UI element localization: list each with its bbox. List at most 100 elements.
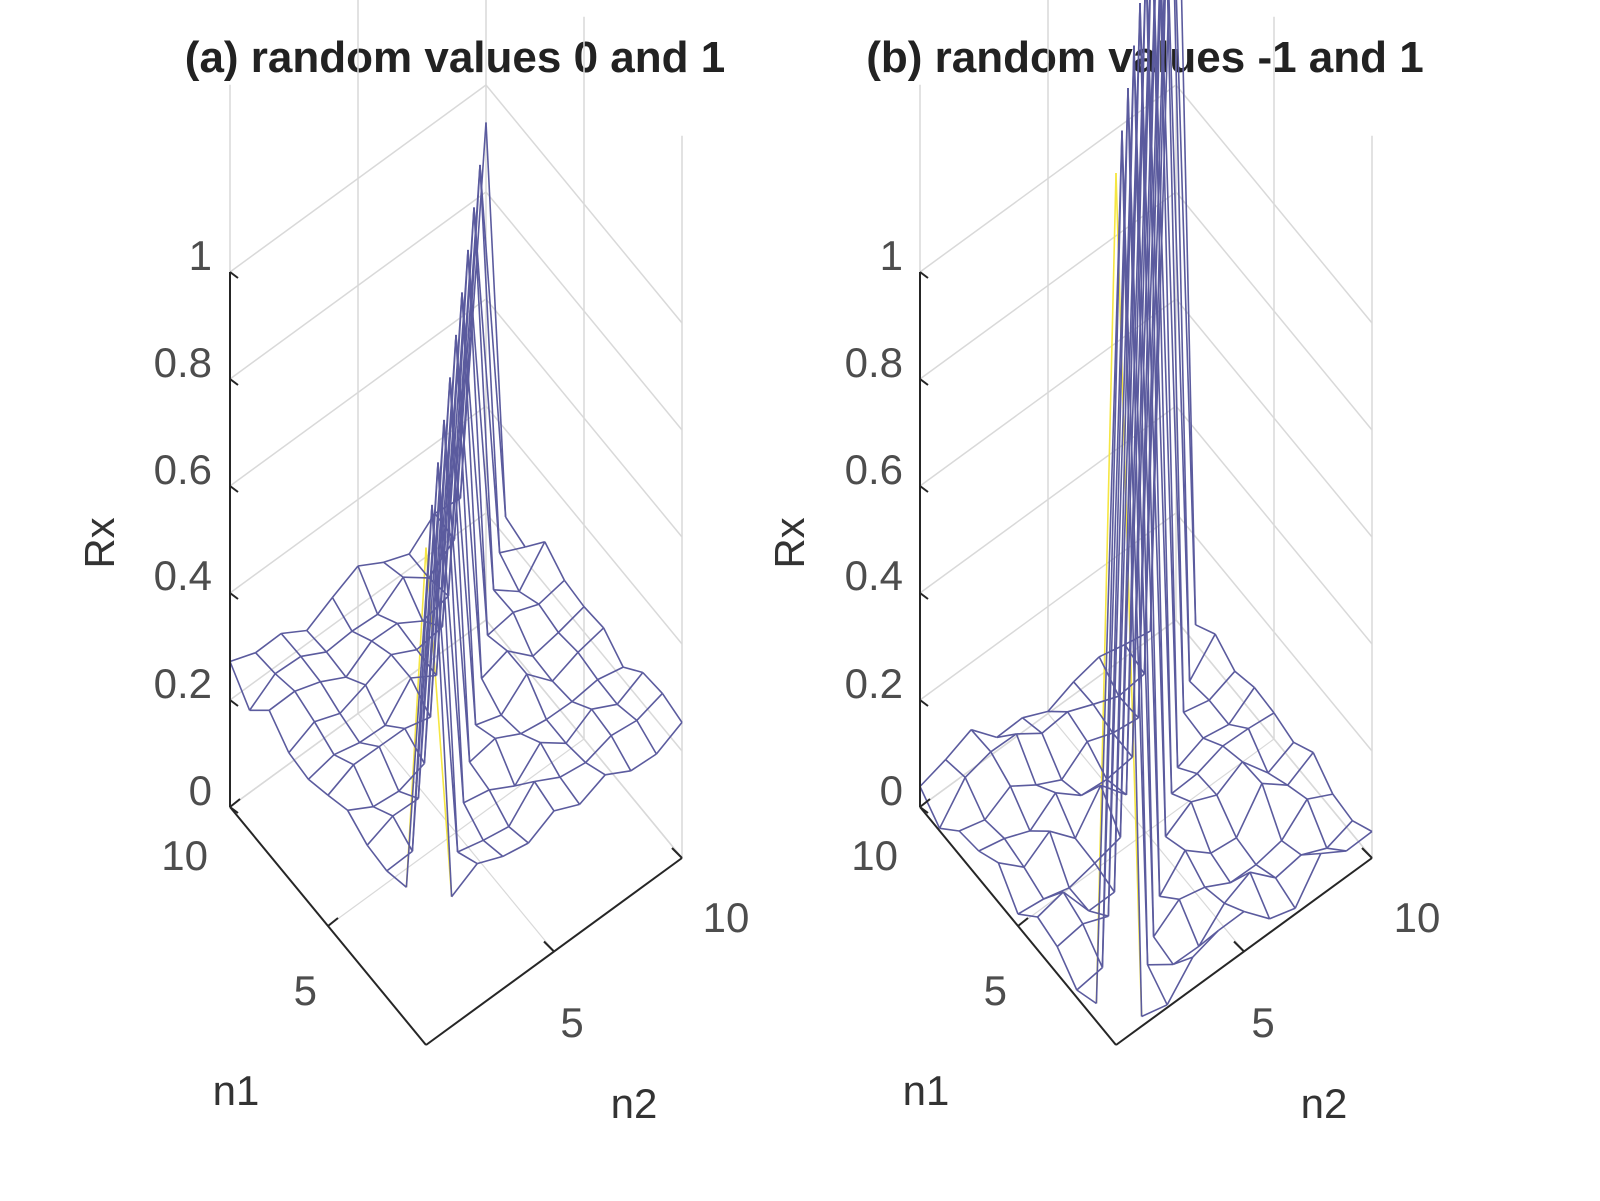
panel-a-z-tick-4: 0.8 [154,339,212,386]
panel-a-mesh-edge [492,589,514,613]
panel-a-mesh-edge [482,825,510,842]
panel-a-mesh-edge [597,666,624,681]
panel-b-mesh-edge [1074,784,1102,839]
panel-a-mesh-edge [372,805,394,817]
panel-a-mesh-edge [473,207,495,590]
panel-a-mesh-edge [357,565,379,615]
panel-b-mesh-edge [1131,0,1156,758]
panel-b-mesh-edge [1247,712,1275,730]
panel-a-mesh-edge [392,797,419,817]
panel-b-mesh-edge [1009,785,1031,832]
panel-a-mesh-edge [434,512,456,540]
panel-a-mesh-edge [622,666,644,674]
panel-a-mesh-edge [325,651,347,678]
panel-b-mesh-edge [1094,862,1116,893]
panel-b-mesh-edge [1247,728,1269,774]
panel-a-mesh-edge [578,774,606,805]
panel-a-mesh-edge [500,673,528,716]
panel-a-mesh-edge [577,651,599,681]
panel-a-mesh-edge [585,761,606,776]
panel-b-mesh-edge [1224,902,1245,913]
panel-a-mesh-edge [544,541,566,581]
panel-a-mesh-edge [462,802,484,841]
panel-b-mesh-edge [1307,793,1333,800]
panel-a-mesh-edge [514,780,535,787]
panel-a-mesh-edge [553,803,580,812]
panel-a-mesh-edge [476,855,504,865]
panel-a-mesh-edge [320,676,347,683]
panel-a-mesh-edge [475,724,496,740]
panel-b-mesh-edge [1171,792,1192,803]
panel-b-mesh-edge [1124,644,1146,675]
panel-a-grid-z-line [229,191,487,380]
panel-b-mesh-edge [1161,0,1185,713]
panel-a-mesh-edge [339,712,361,744]
panel-b-mesh-edge [1146,0,1173,794]
panel-a-mesh-edge [500,714,522,735]
panel-a-mesh-edge [551,651,579,682]
panel-a-mesh-edge [390,654,412,679]
panel-a-mesh-edge [331,565,359,599]
panel-b-mesh-edge [1280,798,1308,842]
panel-b-mesh-edge [1175,0,1197,625]
panel-a-grid-z-line [485,512,683,752]
panel-a-mesh-edge [661,692,683,723]
panel-a-mesh-edge [571,678,599,703]
panel-a-grid-z-line [485,405,683,645]
panel-b-mesh-edge [1332,793,1354,822]
panel-b-mesh-edge [1112,717,1139,734]
panel-b-mesh-edge [1223,871,1251,904]
panel-b-mesh-edge [1118,673,1145,697]
panel-b-mesh-edge [1217,910,1245,932]
panel-b-mesh-edge [1216,761,1244,796]
panel-a-mesh-edge [533,781,555,812]
panel-b-mesh-edge [1004,830,1031,840]
panel-a-mesh-edge [359,741,380,748]
panel-b-mesh-edge [1074,837,1096,864]
panel-a-mesh-edge [410,677,432,718]
panel-b-mesh-edge [1115,172,1143,1017]
panel-b-mesh-edge [1269,907,1296,920]
panel-b-mesh-edge [1100,785,1122,838]
panel-b-mesh-edge [1133,45,1161,897]
panel-a-mesh-edge [526,673,548,720]
panel-b-n2-tick-5: 5 [1251,999,1274,1046]
panel-a-mesh-edge [366,815,394,846]
panel-a-title: (a) random values 0 and 1 [185,33,725,82]
panel-a-mesh-edge [557,631,579,653]
panel-a-mesh-edge [487,634,508,652]
panel-b-mesh-edge [1189,680,1210,701]
panel-a-mesh-edge [404,728,426,764]
panel-b-n1-tick-10: 10 [851,832,898,879]
panel-a-mesh-edge [545,700,573,721]
panel-a-mesh-edge [314,712,341,723]
panel-b-mesh-edge [997,862,1019,915]
panel-a-mesh-edge [268,709,290,754]
panel-a-mesh-edge [512,612,534,657]
panel-a-mesh-edge [384,677,412,726]
panel-b-mesh-edge [1198,902,1226,947]
panel-b-mesh-edge [1048,830,1070,889]
panel-a-mesh-edge [428,539,456,579]
panel-b-title: (b) random values -1 and 1 [866,33,1423,82]
panel-b-mesh-edge [1106,778,1127,796]
panel-b-mesh-edge [998,862,1025,868]
panel-a-mesh-edge [410,674,437,679]
panel-a-mesh-edge [508,825,529,844]
panel-a-mesh-edge [518,590,540,605]
panel-b-mesh-edge [1003,838,1025,868]
panel-b-mesh-edge [1098,643,1126,658]
panel-a-n1-tick-mark [229,798,241,808]
panel-b-mesh-edge [1127,87,1155,937]
panel-a-mesh-edge [288,721,316,754]
panel-a-mesh-edge [288,752,310,780]
panel-a-grid-z-line [229,84,487,273]
panel-b-mesh-edge [1125,0,1151,795]
panel-a-mesh-edge [402,576,424,622]
panel-a-n1-tick-10: 10 [161,832,208,879]
panel-b-mesh-edge [1234,670,1255,689]
panel-b-mesh-edge [1273,712,1295,743]
panel-b-mesh-edge [1326,820,1353,849]
panel-b-mesh-edge [1173,0,1191,682]
panel-a-mesh-edge [306,629,327,653]
